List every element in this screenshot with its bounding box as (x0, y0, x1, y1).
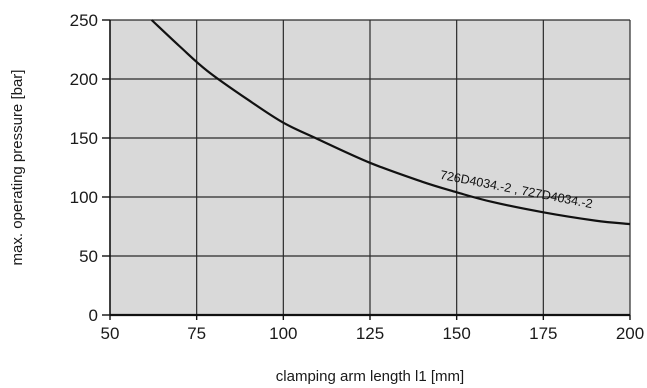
x-axis-title: clamping arm length l1 [mm] (276, 368, 464, 385)
x-tick-label: 125 (356, 324, 384, 343)
series-line (150, 19, 631, 226)
x-tick-label: 100 (269, 324, 297, 343)
y-tick-label: 250 (70, 11, 98, 30)
series-layer (150, 19, 631, 226)
y-tick-label: 150 (70, 129, 98, 148)
y-tick-label: 200 (70, 70, 98, 89)
x-tick-label: 200 (616, 324, 644, 343)
y-tick-label: 100 (70, 188, 98, 207)
y-tick-label: 50 (79, 247, 98, 266)
x-tick-label: 150 (442, 324, 470, 343)
x-tick-label: 175 (529, 324, 557, 343)
y-tick-label: 0 (89, 306, 98, 325)
grid (110, 19, 631, 315)
x-tick-label: 50 (101, 324, 120, 343)
x-tick-label: 75 (187, 324, 206, 343)
axes (102, 19, 631, 320)
y-axis-title: max. operating pressure [bar] (9, 70, 26, 266)
